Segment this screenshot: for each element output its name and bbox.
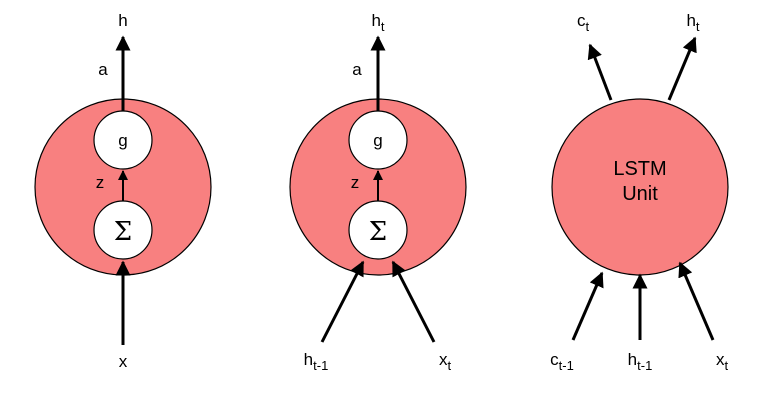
sum-symbol: Σ	[114, 217, 132, 247]
input-label: x	[119, 352, 128, 371]
recurrent-unit: g Σ ht a z ht-1 xt	[289, 11, 467, 373]
cell-input-arrow	[571, 271, 604, 341]
x-input-label: xt	[439, 350, 452, 373]
hidden-output-arrow	[667, 36, 697, 101]
output-label: h	[118, 11, 127, 30]
unit-label-line2: Unit	[622, 183, 658, 205]
output-label: ht	[371, 11, 384, 34]
x-input-arrow	[391, 260, 436, 343]
lstm-unit: LSTM Unit ct ht ct-1 ht-1 xt	[550, 11, 729, 373]
cell-input-label: ct-1	[550, 350, 574, 373]
nonlinearity-label: g	[118, 131, 127, 150]
unit-label-line1: LSTM	[613, 158, 666, 180]
cell-output-arrow	[587, 43, 613, 101]
x-input-label: xt	[716, 350, 729, 373]
nonlinearity-label: g	[373, 131, 382, 150]
activation-edge-label: a	[98, 60, 108, 79]
prev-hidden-arrow	[320, 260, 365, 343]
hidden-input-label: ht-1	[628, 350, 653, 373]
x-input-arrow	[678, 261, 715, 341]
activation-edge-label: a	[352, 60, 362, 79]
hidden-output-label: ht	[686, 11, 699, 34]
preactivation-edge-label: z	[351, 173, 360, 192]
sum-symbol: Σ	[369, 217, 387, 247]
feedforward-unit: g Σ h a z x	[34, 11, 212, 371]
preactivation-edge-label: z	[96, 173, 105, 192]
cell-output-label: ct	[577, 11, 590, 34]
prev-hidden-label: ht-1	[304, 350, 329, 373]
